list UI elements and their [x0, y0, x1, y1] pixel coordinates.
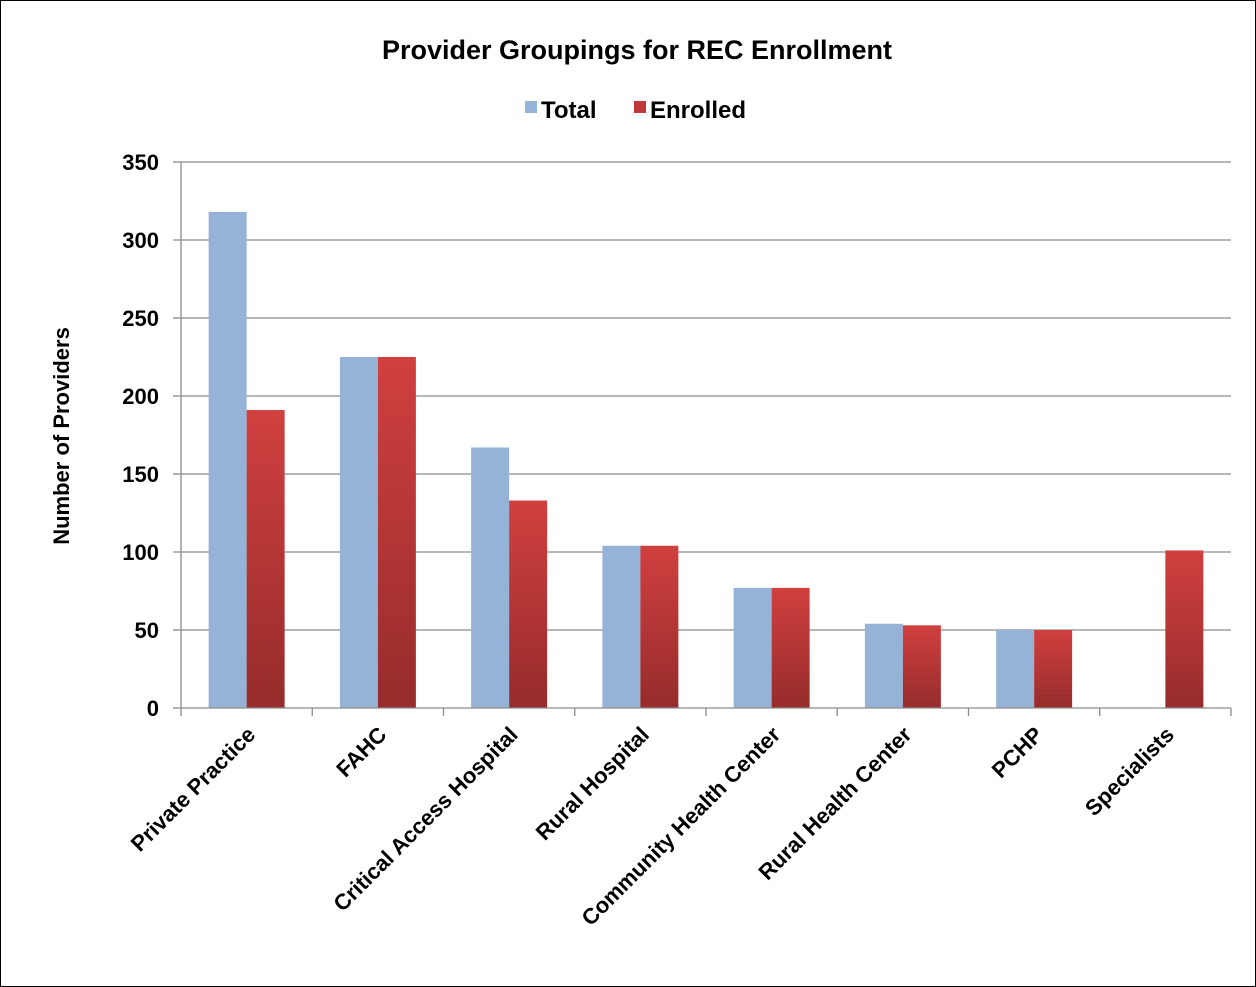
bar-enrolled [771, 587, 810, 708]
bar-enrolled [246, 410, 285, 708]
legend-swatch-enrolled [634, 101, 646, 113]
category-label: Private Practice [126, 722, 260, 856]
bar-total [602, 545, 641, 708]
y-tick-label: 150 [122, 462, 159, 487]
bar-total [471, 447, 510, 708]
category-label: FAHC [331, 722, 391, 782]
bar-enrolled [1034, 630, 1073, 708]
bar-enrolled [377, 357, 416, 708]
legend: Total Enrolled [525, 97, 746, 124]
y-tick-label: 100 [122, 540, 159, 565]
y-tick-label: 50 [135, 618, 159, 643]
bar-enrolled [640, 545, 679, 708]
bar-total [996, 630, 1035, 708]
bar-total [733, 587, 772, 708]
category-label: Rural Hospital [531, 722, 654, 845]
bar-total [339, 357, 378, 708]
y-tick-label: 250 [122, 306, 159, 331]
bar-enrolled [1165, 550, 1204, 708]
bar-enrolled [509, 500, 548, 708]
y-axis-title: Number of Providers [49, 327, 74, 545]
category-label: Specialists [1080, 722, 1179, 821]
bar-enrolled [902, 625, 941, 708]
legend-swatch-total [525, 101, 537, 113]
y-tick-label: 300 [122, 228, 159, 253]
y-tick-label: 0 [147, 696, 159, 721]
axes [180, 162, 1232, 716]
y-tick-labels: 0 50 100 150 200 250 300 350 [122, 150, 159, 721]
bars [208, 211, 1204, 709]
legend-label-enrolled: Enrolled [650, 97, 746, 124]
y-tick-label: 200 [122, 384, 159, 409]
chart-title: Provider Groupings for REC Enrollment [382, 35, 892, 65]
y-tick-label: 350 [122, 150, 159, 175]
category-label: PCHP [987, 722, 1048, 783]
gridlines [173, 161, 1231, 709]
legend-label-total: Total [541, 97, 597, 124]
bar-total [208, 211, 247, 709]
bar-total [864, 623, 903, 708]
